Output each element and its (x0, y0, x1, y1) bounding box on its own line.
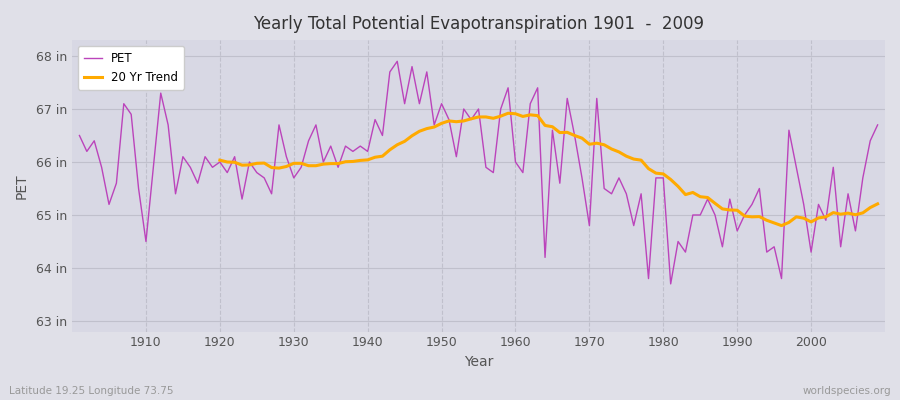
20 Yr Trend (414, 129, 425, 134)
Legend: PET, 20 Yr Trend: PET, 20 Yr Trend (78, 46, 184, 90)
PET (665, 282, 676, 286)
PET (607, 191, 617, 196)
Line: 20 Yr Trend: 20 Yr Trend (220, 113, 878, 226)
PET (872, 122, 883, 127)
X-axis label: Year: Year (464, 355, 493, 369)
20 Yr Trend (503, 111, 514, 116)
Text: Latitude 19.25 Longitude 73.75: Latitude 19.25 Longitude 73.75 (9, 386, 174, 396)
PET (510, 160, 521, 164)
PET (392, 59, 402, 64)
20 Yr Trend (872, 202, 883, 206)
PET (518, 170, 528, 175)
Text: worldspecies.org: worldspecies.org (803, 386, 891, 396)
Y-axis label: PET: PET (15, 173, 29, 199)
20 Yr Trend (680, 192, 691, 197)
20 Yr Trend (303, 163, 314, 168)
Line: PET: PET (79, 61, 878, 284)
20 Yr Trend (776, 223, 787, 228)
20 Yr Trend (791, 214, 802, 219)
PET (133, 186, 144, 191)
PET (296, 165, 307, 170)
20 Yr Trend (214, 158, 225, 162)
PET (74, 133, 85, 138)
20 Yr Trend (858, 210, 868, 215)
Title: Yearly Total Potential Evapotranspiration 1901  -  2009: Yearly Total Potential Evapotranspiratio… (253, 15, 704, 33)
20 Yr Trend (769, 220, 779, 225)
PET (340, 144, 351, 148)
